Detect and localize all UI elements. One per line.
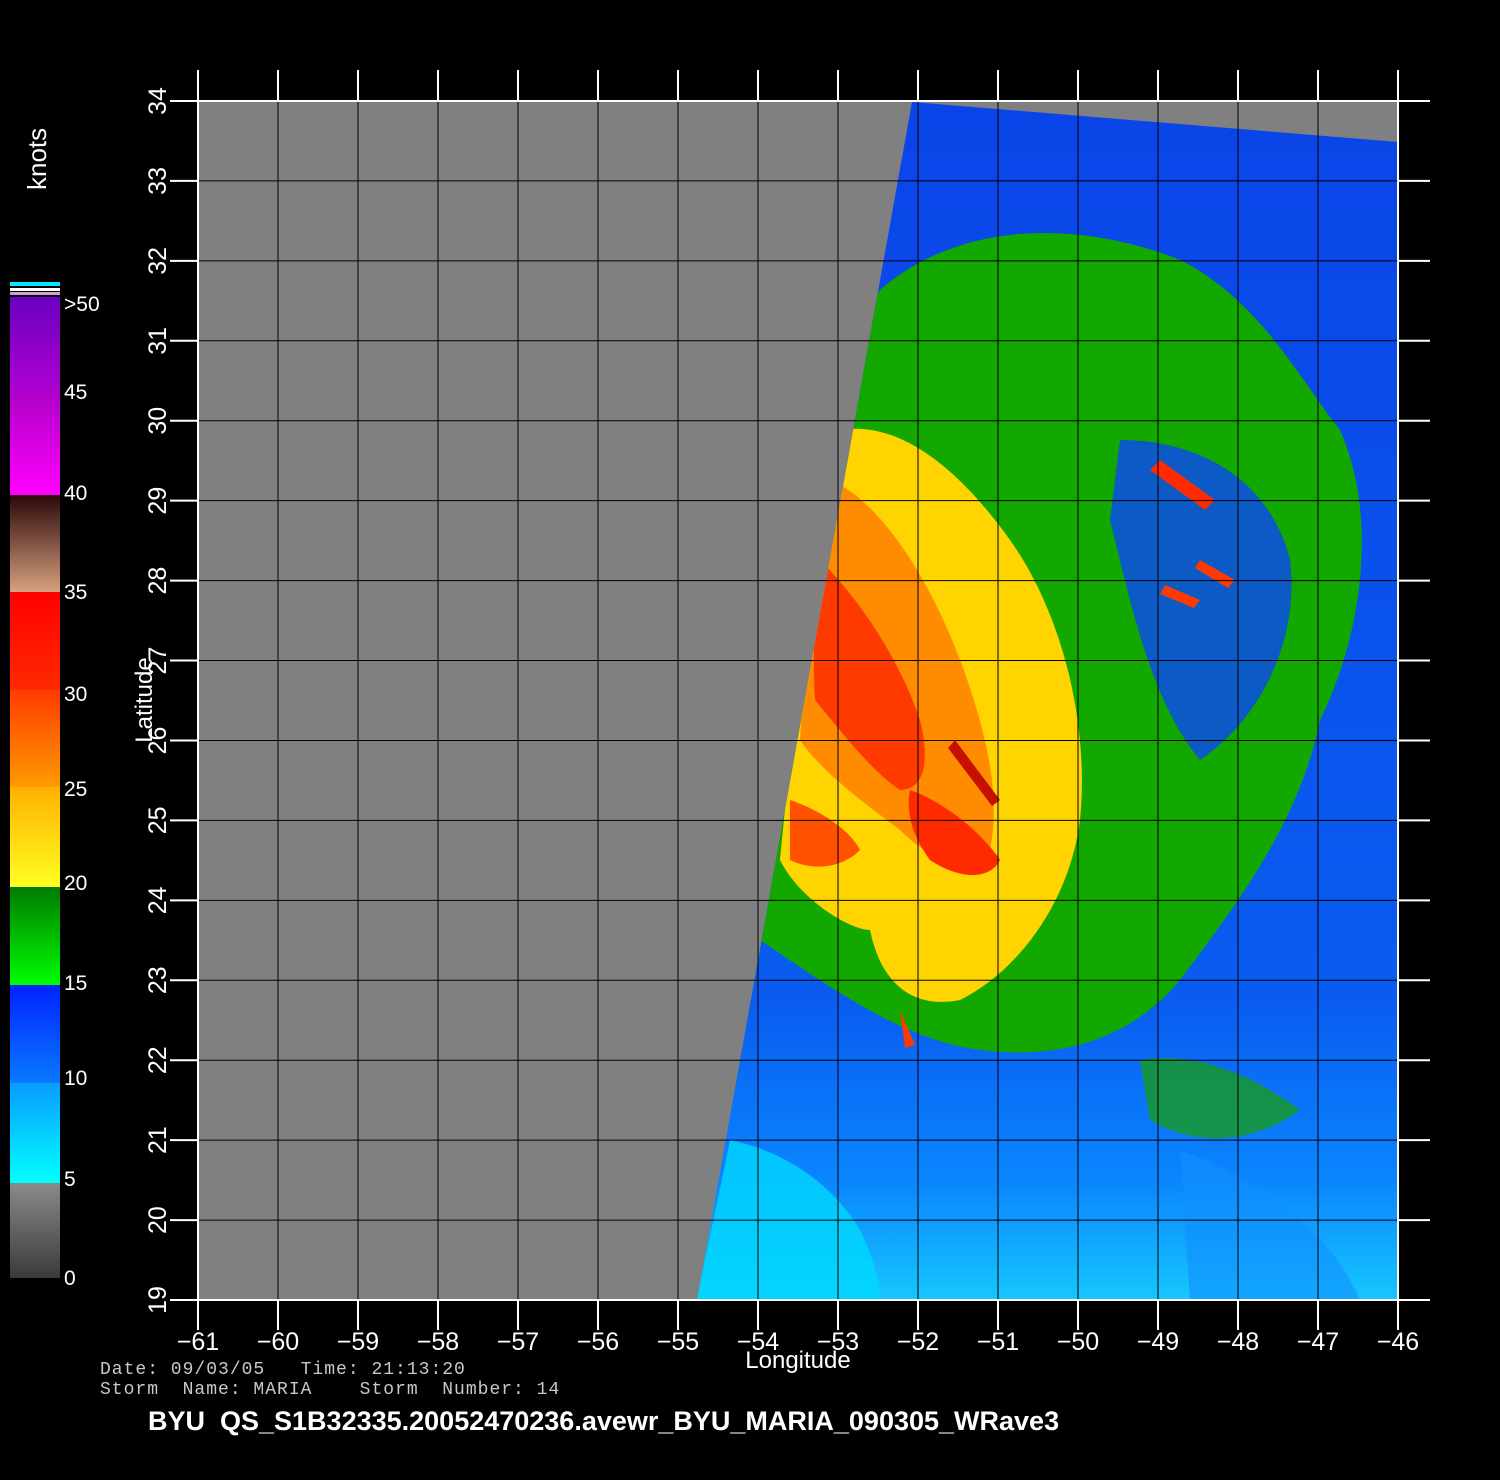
- lon-tick-label: −56: [577, 1328, 619, 1356]
- lat-tick-label: 28: [144, 567, 172, 595]
- plot-frame: [197, 100, 1399, 1301]
- colorbar-band-35_40: [10, 495, 60, 592]
- x-axis-label: Longitude: [745, 1347, 850, 1374]
- footer-filename: BYU QS_S1B32335.20052470236.avewr_BYU_MA…: [148, 1406, 1060, 1436]
- lon-tick-label: −60: [257, 1328, 299, 1356]
- colorbar-band-5_10: [10, 1083, 60, 1183]
- lon-tick-label: −54: [737, 1328, 780, 1356]
- colorbar-label: 35: [64, 581, 88, 604]
- lat-tick-label: 31: [144, 327, 172, 355]
- colorbar-band-30_35: [10, 592, 60, 690]
- colorbar-label: 15: [64, 972, 88, 995]
- lat-tick-label: 29: [144, 487, 172, 515]
- colorbar-label: 20: [64, 872, 88, 895]
- colorbar-band-45_50: [10, 297, 60, 394]
- colorbar-label: 0: [64, 1267, 76, 1290]
- lat-tick-label: 19: [144, 1286, 172, 1314]
- lat-tick-label: 24: [144, 886, 172, 914]
- lon-tick-label: −51: [977, 1328, 1019, 1356]
- colorbar-band-15_20: [10, 887, 60, 985]
- lon-tick-label: −52: [897, 1328, 939, 1356]
- lat-tick-label: 22: [144, 1046, 172, 1074]
- colorbar-cap: [10, 292, 60, 295]
- colorbar-band-10_15: [10, 985, 60, 1083]
- colorbar-label: 45: [64, 381, 88, 404]
- y-axis-label: Latitude: [131, 657, 158, 742]
- lat-tick-label: 20: [144, 1206, 172, 1234]
- lon-tick-label: −48: [1217, 1328, 1259, 1356]
- colorbar: [10, 282, 60, 1278]
- lon-tick-label: −57: [497, 1328, 539, 1356]
- colorbar-units: knots: [22, 127, 52, 190]
- colorbar-label: 5: [64, 1168, 76, 1191]
- axis-tick-labels: −61 −60 −59 −58 −57 −56 −55 −54 −53 −52 −51 −50 −49 −…: [144, 87, 1419, 1356]
- axis-ticks: [170, 70, 1430, 1330]
- lat-tick-label: 27: [144, 647, 172, 675]
- footer-date-time: Date: 09/03/05 Time: 21:13:20: [100, 1360, 466, 1380]
- colorbar-cap: [10, 288, 60, 291]
- colorbar-band-40_45: [10, 394, 60, 495]
- lon-tick-label: −49: [1137, 1328, 1179, 1356]
- colorbar-cap: [10, 282, 60, 286]
- lon-tick-label: −50: [1057, 1328, 1099, 1356]
- lon-tick-label: −59: [337, 1328, 379, 1356]
- lon-tick-label: −53: [817, 1328, 859, 1356]
- lat-tick-label: 34: [144, 87, 172, 115]
- lon-tick-label: −58: [417, 1328, 459, 1356]
- footer-storm-info: Storm Name: MARIA Storm Number: 14: [100, 1380, 561, 1400]
- lon-tick-label: −46: [1377, 1328, 1419, 1356]
- colorbar-label: 10: [64, 1067, 88, 1090]
- colorbar-label: 40: [64, 482, 88, 505]
- colorbar-band-20_25: [10, 787, 60, 887]
- lat-tick-label: 33: [144, 167, 172, 195]
- colorbar-label: >50: [64, 293, 100, 316]
- colorbar-label: 25: [64, 778, 88, 801]
- lon-tick-label: −47: [1297, 1328, 1339, 1356]
- colorbar-band-0_5: [10, 1183, 60, 1278]
- lat-tick-label: 23: [144, 966, 172, 994]
- colorbar-band-25_30: [10, 690, 60, 787]
- lat-tick-label: 25: [144, 806, 172, 834]
- lat-tick-label: 26: [144, 727, 172, 755]
- lat-tick-label: 30: [144, 407, 172, 435]
- colorbar-label: 30: [64, 683, 88, 706]
- lon-tick-label: −55: [657, 1328, 699, 1356]
- lat-tick-label: 21: [144, 1126, 172, 1154]
- lon-tick-label: −61: [177, 1328, 219, 1356]
- lat-tick-label: 32: [144, 247, 172, 275]
